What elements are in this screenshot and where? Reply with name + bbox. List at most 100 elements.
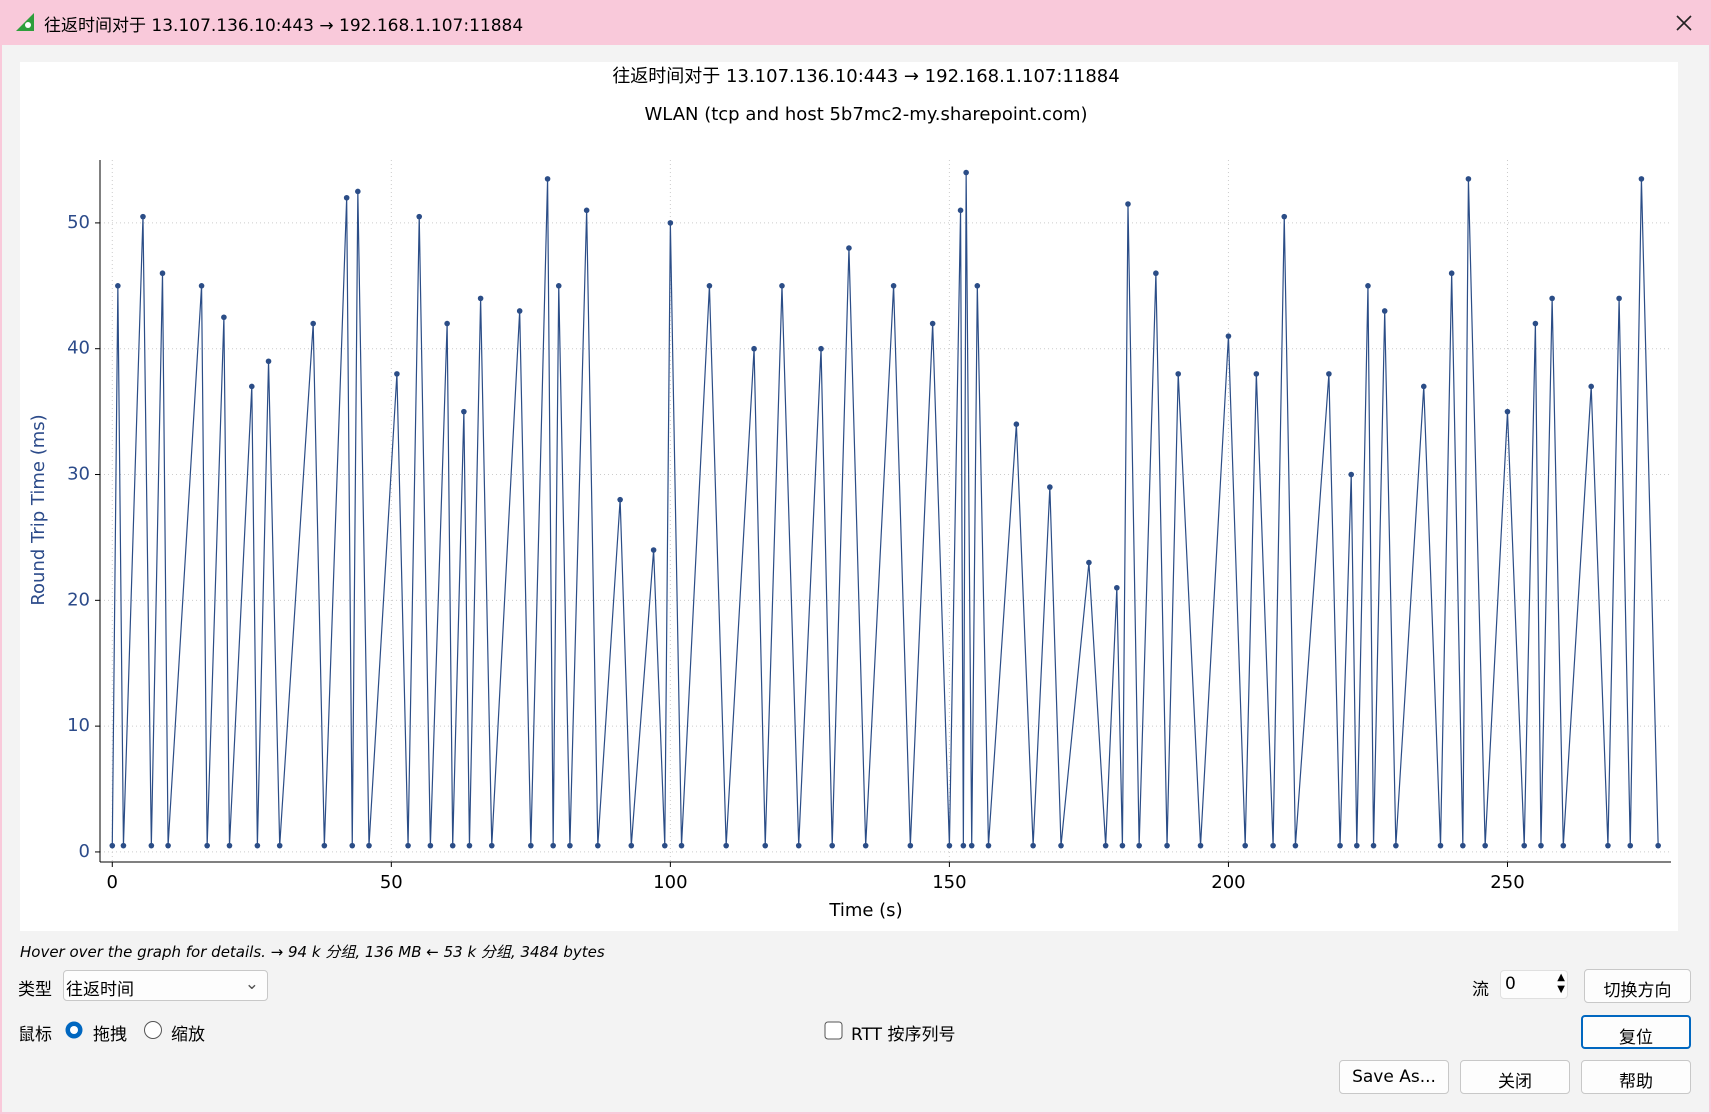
rtt-point xyxy=(946,842,953,849)
rtt-point xyxy=(1354,842,1360,849)
drag-radio[interactable] xyxy=(64,1020,84,1040)
rtt-point xyxy=(355,188,361,195)
rtt-point xyxy=(349,842,356,849)
rtt-point xyxy=(343,194,350,201)
rtt-point xyxy=(165,842,171,849)
rtt-point xyxy=(628,842,635,849)
reset-button[interactable]: 复位 xyxy=(1581,1015,1691,1049)
y-tick-label: 20 xyxy=(67,589,90,610)
rtt-point xyxy=(466,842,473,849)
rtt-point xyxy=(650,547,657,553)
rtt-point xyxy=(120,842,127,849)
stream-spinbox[interactable]: 0 ▲ ▼ xyxy=(1500,970,1568,999)
rtt-point xyxy=(846,245,852,251)
rtt-point xyxy=(1532,320,1539,327)
close-icon[interactable] xyxy=(1675,14,1693,32)
rtt-point xyxy=(427,842,434,849)
rtt-point xyxy=(1549,295,1555,302)
rtt-checkbox[interactable] xyxy=(824,1021,844,1041)
rtt-point xyxy=(1153,270,1159,277)
y-axis-label: Round Trip Time (ms) xyxy=(28,414,49,605)
rtt-point xyxy=(963,169,969,176)
rtt-point xyxy=(1460,842,1466,849)
rtt-point xyxy=(1365,283,1371,289)
rtt-point xyxy=(829,842,836,849)
rtt-point xyxy=(751,345,757,352)
rtt-point xyxy=(1013,421,1020,427)
y-tick-label: 10 xyxy=(67,715,90,736)
title-bar: 往返时间对于 13.107.136.10:443 → 192.168.1.107… xyxy=(0,0,1711,45)
rtt-point xyxy=(310,320,316,327)
rtt-point xyxy=(1058,842,1064,849)
rtt-point xyxy=(550,842,556,849)
rtt-point xyxy=(488,842,495,849)
rtt-point xyxy=(567,842,573,849)
rtt-point xyxy=(706,283,713,289)
x-tick-label: 50 xyxy=(380,872,403,893)
rtt-point xyxy=(779,283,785,289)
rtt-point xyxy=(1030,842,1036,849)
rtt-point xyxy=(1086,559,1092,566)
rtt-point xyxy=(140,213,146,220)
rtt-point xyxy=(661,842,668,849)
rtt-point xyxy=(907,842,914,849)
x-tick-label: 200 xyxy=(1211,872,1245,893)
rtt-point xyxy=(1370,842,1377,849)
switch-direction-button[interactable]: 切换方向 xyxy=(1584,969,1691,1003)
rtt-point xyxy=(960,842,967,849)
rtt-point xyxy=(1242,842,1248,849)
rtt-point xyxy=(1253,371,1260,377)
chart-subtitle: WLAN (tcp and host 5b7mc2-my.sharepoint.… xyxy=(644,104,1087,125)
rtt-point xyxy=(595,842,601,849)
rtt-point xyxy=(366,842,372,849)
rtt-point xyxy=(1655,842,1661,849)
rtt-point xyxy=(276,842,283,849)
status-text: Hover over the graph for details. → 94 k… xyxy=(20,943,605,961)
type-combo[interactable]: 往返时间 ⌄ xyxy=(63,970,268,1001)
help-button[interactable]: 帮助 xyxy=(1581,1060,1691,1094)
x-axis-label: Time (s) xyxy=(828,900,902,921)
zoom-label: 缩放 xyxy=(171,1025,205,1045)
chart-title: 往返时间对于 13.107.136.10:443 → 192.168.1.107… xyxy=(612,66,1119,87)
rtt-point xyxy=(405,842,411,849)
rtt-point xyxy=(1605,842,1611,849)
y-tick-label: 30 xyxy=(67,464,90,485)
rtt-point xyxy=(795,842,802,849)
rtt-point xyxy=(394,371,400,377)
rtt-point xyxy=(516,308,523,314)
rtt-point xyxy=(974,283,981,289)
rtt-point xyxy=(1538,842,1544,849)
x-tick-label: 100 xyxy=(653,872,687,893)
rtt-point xyxy=(667,220,674,226)
rtt-point xyxy=(1125,201,1131,207)
rtt-point xyxy=(1164,842,1170,849)
rtt-point xyxy=(890,283,897,289)
rtt-point xyxy=(115,283,121,289)
rtt-point xyxy=(1136,842,1142,849)
stream-value: 0 xyxy=(1505,974,1516,994)
rtt-point xyxy=(1197,842,1204,849)
type-value: 往返时间 xyxy=(66,980,134,1000)
x-tick-label: 150 xyxy=(932,872,966,893)
rtt-point xyxy=(1393,842,1399,849)
rtt-point xyxy=(221,314,227,321)
rtt-point xyxy=(204,842,210,849)
x-tick-label: 250 xyxy=(1490,872,1524,893)
rtt-point xyxy=(1437,842,1444,849)
rtt-point xyxy=(1381,308,1388,314)
rtt-point xyxy=(1504,408,1511,415)
rtt-point xyxy=(109,842,116,849)
rtt-point xyxy=(461,408,467,415)
rtt-point xyxy=(148,842,155,849)
rtt-point xyxy=(1337,842,1343,849)
save-as-button[interactable]: Save As... xyxy=(1339,1060,1449,1094)
window-title: 往返时间对于 13.107.136.10:443 → 192.168.1.107… xyxy=(44,16,524,36)
rtt-point xyxy=(159,270,166,277)
rtt-point xyxy=(985,842,992,849)
drag-label: 拖拽 xyxy=(93,1025,127,1045)
zoom-radio[interactable] xyxy=(143,1020,163,1040)
rtt-point xyxy=(1292,842,1299,849)
rtt-point xyxy=(265,358,272,365)
close-button[interactable]: 关闭 xyxy=(1460,1060,1570,1094)
rtt-point xyxy=(1348,471,1355,478)
